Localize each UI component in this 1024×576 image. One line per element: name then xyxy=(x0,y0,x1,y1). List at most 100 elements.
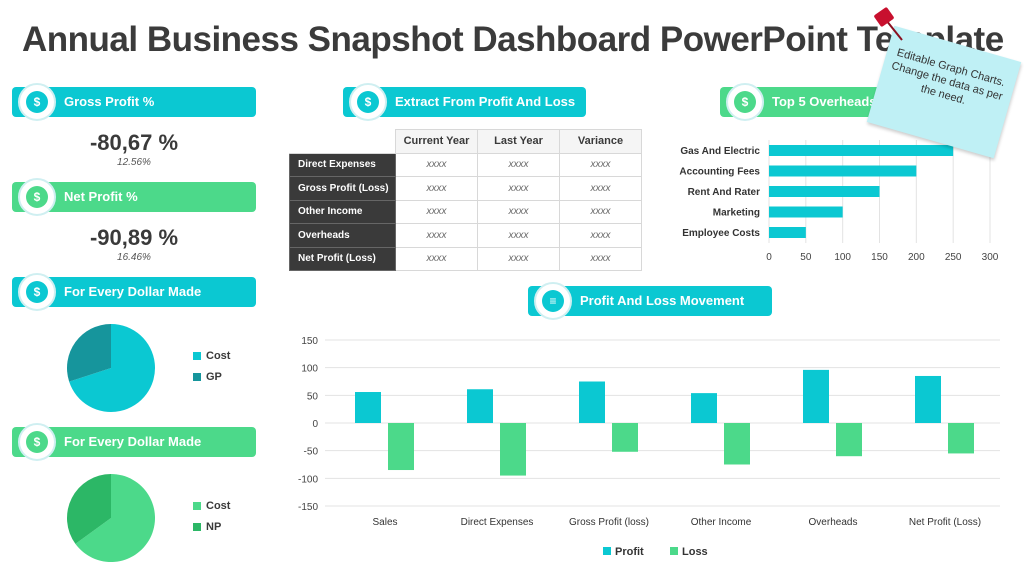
bar xyxy=(769,165,917,177)
x-tick-label: 200 xyxy=(908,252,925,263)
profit-loss-chart: 150 100 50 0 -50 -100 -150 Sales Direct Expenses… xyxy=(298,336,1000,558)
col-variance: Variance xyxy=(559,129,642,154)
dollar-made-label-2: For Every Dollar Made xyxy=(64,434,202,449)
legend-label: Profit xyxy=(615,546,644,558)
y-tick-label: 50 xyxy=(307,391,319,402)
category-label: Net Profit (Loss) xyxy=(909,517,981,528)
legend-np: NP xyxy=(193,521,221,533)
table-cell: xxxx xyxy=(559,152,642,177)
table-cell: xxxx xyxy=(477,199,560,224)
bar-profit xyxy=(691,393,717,423)
bar-loss xyxy=(948,423,974,454)
top5-title: Top 5 Overheads xyxy=(772,94,877,109)
pushpin-icon xyxy=(874,7,903,41)
banknote-icon: $ xyxy=(726,83,764,121)
category-label: Gas And Electric xyxy=(680,146,760,157)
bar xyxy=(769,227,806,238)
category-label: Employee Costs xyxy=(682,228,760,239)
col-last-year: Last Year xyxy=(477,129,560,154)
pl-movement-title: Profit And Loss Movement xyxy=(580,293,745,308)
gross-profit-value: -80,67 % xyxy=(89,130,179,155)
table-cell: xxxx xyxy=(477,223,560,248)
table-row: Gross Profit (Loss) xxxx xxxx xxxx xyxy=(289,176,642,201)
x-tick-label: 0 xyxy=(766,252,772,263)
bar xyxy=(769,145,954,156)
legend-swatch-profit xyxy=(603,547,611,555)
x-tick-label: 100 xyxy=(834,252,851,263)
legend-swatch-loss xyxy=(670,547,678,555)
dollar-coin-icon: $ xyxy=(18,273,56,311)
table-row: Overheads xxxx xxxx xxxx xyxy=(289,223,642,248)
x-tick-label: 50 xyxy=(800,252,812,263)
gross-profit-header: $ Gross Profit % xyxy=(12,83,256,121)
profit-loss-table: Current Year Last Year Variance Direct E… xyxy=(289,129,642,271)
x-tick-label: 250 xyxy=(945,252,962,263)
table-cell: xxxx xyxy=(395,176,478,201)
y-tick-label: -100 xyxy=(298,474,318,485)
bar-loss xyxy=(724,423,750,465)
table-cell: xxxx xyxy=(395,199,478,224)
category-label: Marketing xyxy=(713,208,760,219)
table-cell: xxxx xyxy=(395,223,478,248)
table-cell: xxxx xyxy=(559,246,642,271)
category-label: Rent And Rater xyxy=(688,187,761,198)
x-tick-label: 150 xyxy=(871,252,888,263)
bar-profit xyxy=(355,392,381,423)
table-cell: xxxx xyxy=(559,223,642,248)
table-cell: xxxx xyxy=(559,199,642,224)
table-row: Net Profit (Loss) xxxx xxxx xxxx xyxy=(289,246,642,271)
col-current-year: Current Year xyxy=(395,129,478,154)
net-profit-sub: 16.46% xyxy=(117,252,151,263)
bar-loss xyxy=(500,423,526,476)
category-label: Sales xyxy=(372,517,397,528)
bar-profit xyxy=(467,389,493,423)
bar-profit xyxy=(579,381,605,423)
y-tick-label: 0 xyxy=(312,419,318,430)
money-bag-icon: $ xyxy=(18,423,56,461)
pl-movement-header: ≡ Profit And Loss Movement xyxy=(528,282,772,320)
row-label: Direct Expenses xyxy=(289,152,396,177)
y-tick-label: 150 xyxy=(301,336,318,347)
pie-chart-np xyxy=(67,474,155,562)
document-dollar-icon: $ xyxy=(349,83,387,121)
legend-label: Loss xyxy=(682,546,708,558)
table-cell: xxxx xyxy=(559,176,642,201)
table-cell: xxxx xyxy=(477,246,560,271)
bar xyxy=(769,206,843,218)
table-row: Direct Expenses xxxx xxxx xxxx xyxy=(289,152,642,177)
pie-slice-cost xyxy=(69,324,155,412)
extract-title: Extract From Profit And Loss xyxy=(395,94,576,109)
row-label: Other Income xyxy=(289,199,396,224)
pie-slice-gp xyxy=(67,324,111,382)
y-tick-label: 100 xyxy=(301,364,318,375)
legend-gp: GP xyxy=(193,371,222,383)
legend-cost-2: Cost xyxy=(193,500,230,512)
y-tick-label: -150 xyxy=(298,502,318,513)
legend-cost-1: Cost xyxy=(193,350,230,362)
bar xyxy=(769,186,880,197)
dollar-made-header-1: $ For Every Dollar Made xyxy=(12,273,256,311)
table-cell: xxxx xyxy=(477,152,560,177)
bar-loss xyxy=(388,423,414,471)
gross-profit-label: Gross Profit % xyxy=(64,94,155,109)
x-tick-label: 300 xyxy=(982,252,999,263)
bar-loss xyxy=(612,423,638,452)
bar-profit xyxy=(915,375,941,423)
category-label: Overheads xyxy=(809,517,858,528)
row-label: Net Profit (Loss) xyxy=(289,246,396,271)
table-cell: xxxx xyxy=(395,152,478,177)
net-profit-value: -90,89 % xyxy=(89,225,179,250)
page-title: Annual Business Snapshot Dashboard Power… xyxy=(22,20,1004,59)
top5-overheads-chart: 0 50 100 150 200 250 300 Gas And Electric Accoun… xyxy=(679,140,999,263)
bar-loss xyxy=(836,423,862,457)
y-tick-label: -50 xyxy=(304,447,319,458)
pie-slice-np xyxy=(67,474,111,544)
report-chart-icon: ≡ xyxy=(534,282,572,320)
category-label: Other Income xyxy=(691,517,752,528)
extract-header: $ Extract From Profit And Loss xyxy=(343,83,586,121)
dollar-made-label-1: For Every Dollar Made xyxy=(64,284,202,299)
category-label: Gross Profit (loss) xyxy=(569,517,649,528)
dollar-made-header-2: $ For Every Dollar Made xyxy=(12,423,256,461)
pie-slice-cost xyxy=(75,474,155,562)
top5-header: $ Top 5 Overheads xyxy=(720,83,890,121)
